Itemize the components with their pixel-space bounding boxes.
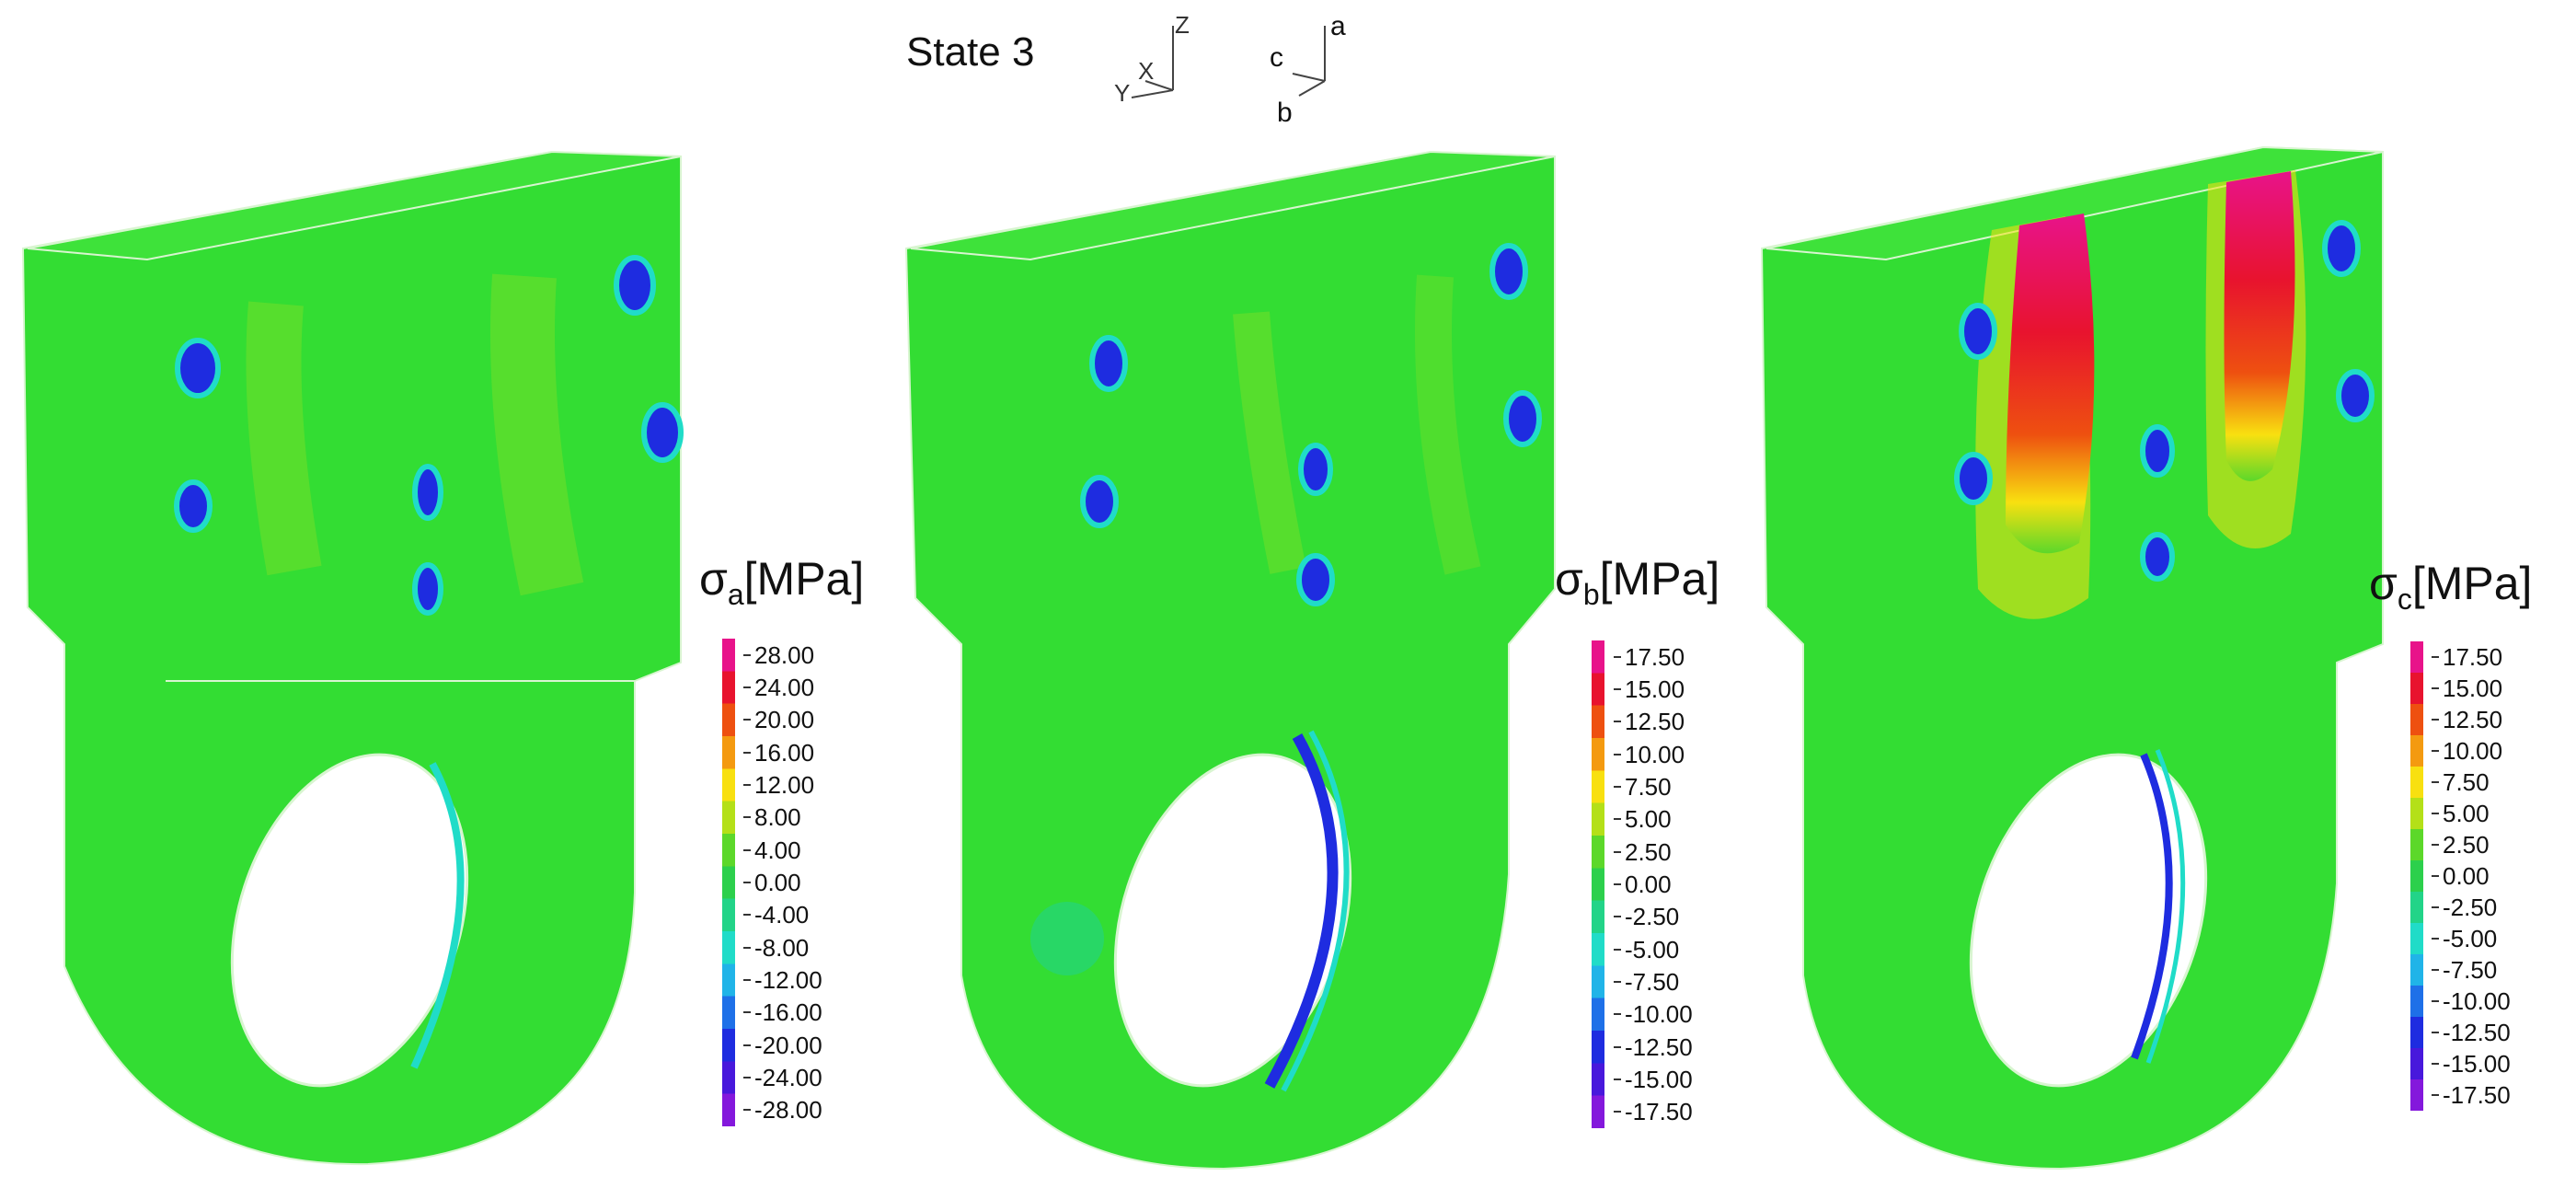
axis-b-label: b (1277, 98, 1293, 128)
axis-z-label: Z (1175, 11, 1190, 39)
global-axis-triad: Z X Y (1114, 11, 1210, 107)
legend-tick-c: -2.50 (2431, 894, 2498, 921)
axis-y-label: Y (1114, 79, 1131, 107)
legend-tick-c: 10.00 (2431, 737, 2503, 765)
legend-tick-b: 15.00 (1613, 675, 1685, 703)
legend-tick-a: 12.00 (742, 771, 815, 799)
legend-tick-c: 2.50 (2432, 831, 2490, 859)
legend-tick-c: -17.50 (2432, 1081, 2511, 1109)
axis-c-label: c (1270, 42, 1283, 73)
legend-tick-c: 5.00 (2432, 800, 2490, 827)
legend-title-c: σc[MPa] (2369, 558, 2533, 616)
legend-tick-b: 10.00 (1613, 740, 1685, 768)
legend-tick-a: 8.00 (743, 803, 801, 832)
figure-title: State 3 (906, 29, 1035, 75)
legend-tick-b: 7.50 (1614, 773, 1672, 801)
legend-tick-a: 28.00 (742, 640, 815, 669)
axis-a-label: a (1330, 11, 1346, 41)
local-axis-icon (1292, 26, 1326, 97)
legend-tick-c: -5.00 (2431, 925, 2498, 952)
legend-tick-a: 4.00 (743, 836, 801, 864)
legend-tick-c: 15.00 (2431, 675, 2503, 702)
legend-tick-a: -28.00 (743, 1096, 822, 1125)
part-render-c (1760, 145, 2384, 1171)
legend-tick-a: 24.00 (742, 674, 815, 701)
legend-tick-c: -15.00 (2432, 1050, 2511, 1078)
legend-tick-b: 2.50 (1614, 837, 1672, 866)
axis-x-label: X (1138, 57, 1155, 85)
legend-tick-b: 5.00 (1614, 805, 1672, 834)
legend-tick-a: -12.00 (743, 966, 822, 994)
legend-tick-c: 7.50 (2432, 768, 2490, 796)
legend-tick-c: -10.00 (2432, 987, 2511, 1015)
legend-tick-b: 17.50 (1613, 642, 1685, 671)
legend-tick-a: -20.00 (743, 1031, 822, 1059)
legend-tick-b: 12.50 (1613, 708, 1685, 736)
legend-tick-a: -16.00 (743, 998, 822, 1027)
legend-colorbar-c (2410, 641, 2423, 1111)
legend-tick-c: -7.50 (2431, 956, 2498, 984)
part-render-a (21, 150, 684, 1166)
global-axis-icon (1131, 26, 1174, 98)
legend-tick-b: -10.00 (1614, 1000, 1693, 1029)
legend-tick-b: -12.50 (1614, 1032, 1693, 1061)
legend-colorbar-a (722, 639, 735, 1126)
legend-tick-a: 0.00 (743, 869, 801, 896)
legend-tick-a: -8.00 (742, 933, 810, 962)
legend-tick-c: 12.50 (2431, 706, 2503, 733)
part-render-b (904, 150, 1556, 1171)
legend-tick-b: -7.50 (1613, 968, 1680, 996)
legend-tick-c: -12.50 (2432, 1019, 2511, 1046)
legend-title-a: σa[MPa] (699, 553, 865, 611)
legend-tick-a: -4.00 (742, 901, 810, 929)
legend-tick-b: -2.50 (1613, 903, 1680, 931)
legend-colorbar-b (1592, 640, 1604, 1128)
legend-title-b: σb[MPa] (1555, 553, 1720, 611)
legend-tick-a: 16.00 (742, 738, 815, 767)
legend-tick-c: 0.00 (2432, 862, 2490, 890)
legend-tick-b: -17.50 (1614, 1098, 1693, 1126)
legend-tick-a: 20.00 (742, 706, 815, 734)
local-axis-triad: a c b (1270, 11, 1352, 128)
legend-tick-c: 17.50 (2431, 643, 2503, 671)
legend-tick-b: -15.00 (1614, 1066, 1693, 1093)
legend-tick-a: -24.00 (743, 1064, 822, 1091)
legend-tick-b: 0.00 (1614, 871, 1672, 898)
legend-tick-b: -5.00 (1613, 935, 1680, 963)
